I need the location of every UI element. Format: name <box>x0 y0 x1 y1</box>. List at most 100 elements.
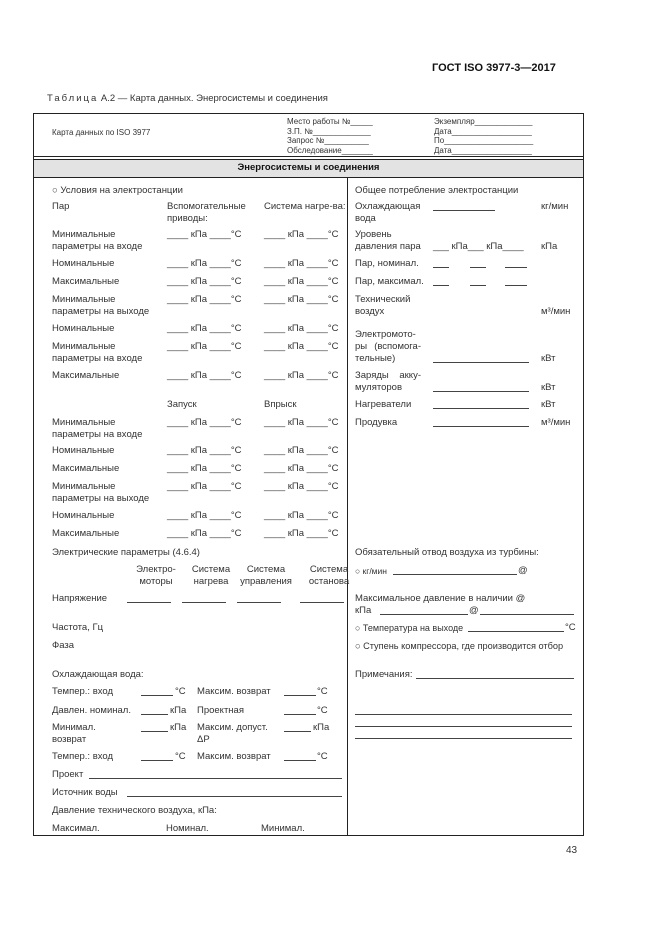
blank-field[interactable] <box>89 769 342 783</box>
blank-field[interactable] <box>355 717 572 731</box>
row-label: Номинальные <box>52 510 115 521</box>
value-field[interactable]: ____ кПа ____°С <box>264 370 339 381</box>
blank-field[interactable] <box>416 669 574 683</box>
header-field[interactable]: Экземпляр_____________ <box>434 117 533 126</box>
blank-field[interactable] <box>470 258 486 272</box>
unit: кВт <box>541 353 556 364</box>
blank-field[interactable] <box>505 276 527 290</box>
blank-field[interactable] <box>182 593 226 607</box>
blank-field[interactable] <box>355 729 572 743</box>
divider <box>34 177 583 178</box>
header-field[interactable]: Дата__________________ <box>434 145 532 155</box>
value-field[interactable]: ___ кПа___ кПа____ <box>433 241 524 252</box>
header-field[interactable]: Запрос №__________ <box>287 136 369 145</box>
value-field[interactable]: ____ кПа ____°С <box>264 341 339 352</box>
blank-field[interactable] <box>355 705 572 719</box>
row-label: Проект <box>52 769 84 780</box>
row-label: Максимальные <box>52 463 120 474</box>
row-label: Максимальные <box>52 370 120 381</box>
blank-field[interactable] <box>284 751 316 765</box>
blank-field[interactable] <box>433 353 529 367</box>
blank-field[interactable] <box>468 622 564 636</box>
value-field[interactable]: ____ кПа ____°С <box>167 481 242 492</box>
column-divider <box>347 177 348 836</box>
value-field[interactable]: ____ кПа ____°С <box>264 481 339 492</box>
blank-field[interactable] <box>141 722 168 736</box>
value-field[interactable]: ____ кПа ____°С <box>167 417 242 428</box>
value-field[interactable]: ____ кПа ____°С <box>167 276 242 287</box>
blank-field[interactable] <box>433 276 449 290</box>
blank-field[interactable] <box>433 399 529 413</box>
row-label: Темпер.: вход <box>52 751 114 762</box>
blank-field[interactable] <box>284 722 311 736</box>
value-field[interactable]: ____ кПа ____°С <box>167 510 242 521</box>
row-label: Номинальные <box>52 323 115 334</box>
value-field[interactable]: ____ кПа ____°С <box>264 258 339 269</box>
blank-field[interactable] <box>127 787 342 801</box>
section-heading: ○ Условия на электростанции <box>52 185 183 196</box>
column-header: Впрыск <box>264 399 297 410</box>
row-label: Номинал. <box>166 823 209 834</box>
value-field[interactable]: ____ кПа ____°С <box>167 445 242 456</box>
value-field[interactable]: ____ кПа ____°С <box>167 229 242 240</box>
value-field[interactable]: ____ кПа ____°С <box>167 341 242 352</box>
blank-field[interactable] <box>141 686 173 700</box>
blank-field[interactable] <box>433 382 529 396</box>
value-field[interactable]: ____ кПа ____°С <box>264 294 339 305</box>
value-field[interactable]: ____ кПа ____°С <box>167 323 242 334</box>
blank-field[interactable] <box>284 686 316 700</box>
header-field[interactable]: Дата__________________ <box>434 126 532 136</box>
row-label: Минимал. <box>261 823 305 834</box>
column-header: Система управления <box>240 564 292 587</box>
header-field[interactable]: Место работы №_____ <box>287 117 373 126</box>
value-field[interactable]: ____ кПа ____°С <box>167 258 242 269</box>
value-field[interactable]: ____ кПа ____°С <box>264 528 339 539</box>
unit: °С <box>565 622 576 633</box>
row-label: Давлен. номинал. <box>52 705 131 716</box>
row-label: Пар, номинал. <box>355 258 419 269</box>
blank-field[interactable] <box>480 605 574 619</box>
blank-field[interactable] <box>505 258 527 272</box>
value-field[interactable]: ____ кПа ____°С <box>264 510 339 521</box>
value-field[interactable]: ____ кПа ____°С <box>167 370 242 381</box>
header-field[interactable]: По____________________ <box>434 136 534 145</box>
header-field[interactable]: Обследование_______ <box>287 145 373 155</box>
blank-field[interactable] <box>141 751 173 765</box>
blank-field[interactable] <box>433 201 495 215</box>
blank-field[interactable] <box>237 593 281 607</box>
value-field[interactable]: ____ кПа ____°С <box>264 463 339 474</box>
row-label: Максимальное давление в наличии @ <box>355 593 526 604</box>
column-header: Вспомогательные приводы: <box>167 201 246 224</box>
blank-field[interactable] <box>300 593 344 607</box>
row-label: Технический воздух <box>355 294 411 317</box>
value-field[interactable]: ____ кПа ____°С <box>167 463 242 474</box>
value-field[interactable]: ____ кПа ____°С <box>264 417 339 428</box>
at-sign: @ <box>518 565 528 576</box>
cooling-title: Охлаждающая вода: <box>52 669 144 680</box>
value-field[interactable]: ____ кПа ____°С <box>167 528 242 539</box>
unit: кПа <box>170 705 187 716</box>
blank-field[interactable] <box>284 705 316 719</box>
blank-field[interactable] <box>470 276 486 290</box>
value-field[interactable]: ____ кПа ____°С <box>264 276 339 287</box>
blank-field[interactable] <box>127 593 171 607</box>
unit: °С <box>317 686 328 697</box>
row-label: Пар, максимал. <box>355 276 424 287</box>
blank-field[interactable] <box>380 605 468 619</box>
blank-field[interactable] <box>141 705 168 719</box>
row-label: Проектная <box>197 705 244 716</box>
row-label: Частота, Гц <box>52 622 104 633</box>
blank-field[interactable] <box>433 258 449 272</box>
row-label: ○ Температура на выходе <box>355 623 464 633</box>
row-label: Максимальные <box>52 276 120 287</box>
value-field[interactable]: ____ кПа ____°С <box>264 323 339 334</box>
header-field[interactable]: З.П. №_____________ <box>287 126 371 136</box>
blank-field[interactable] <box>393 565 517 579</box>
column-header: Система нагрева <box>191 564 231 587</box>
electrical-title: Электрические параметры (4.6.4) <box>52 547 200 558</box>
value-field[interactable]: ____ кПа ____°С <box>167 294 242 305</box>
row-label: Уровень давления пара <box>355 229 421 252</box>
blank-field[interactable] <box>433 417 529 431</box>
value-field[interactable]: ____ кПа ____°С <box>264 229 339 240</box>
value-field[interactable]: ____ кПа ____°С <box>264 445 339 456</box>
